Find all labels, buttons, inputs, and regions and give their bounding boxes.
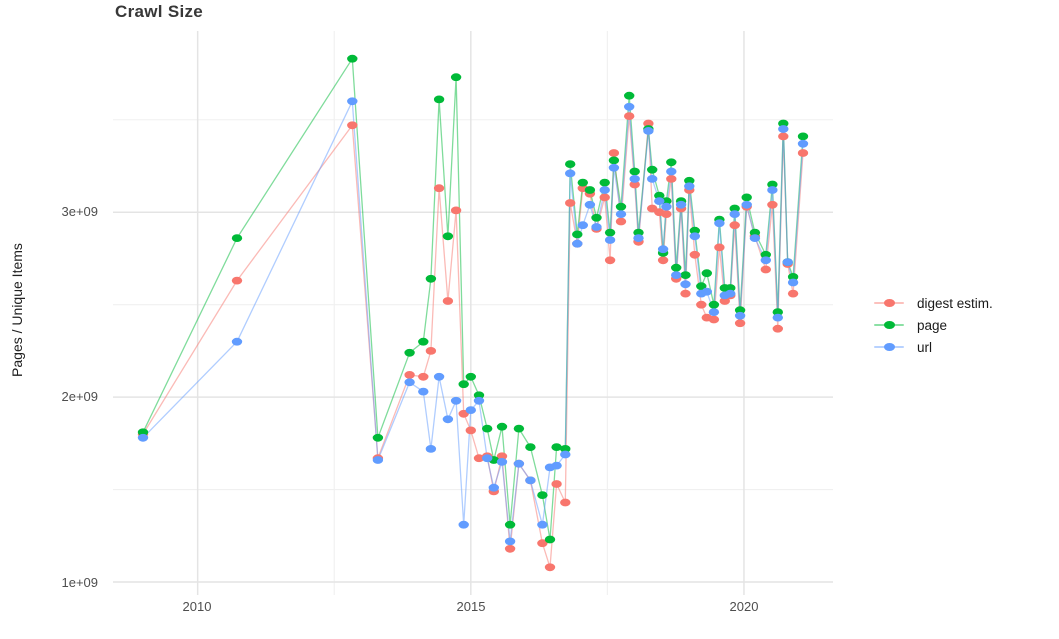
legend-item-digest: digest estim. bbox=[874, 292, 993, 314]
legend-key-url-icon bbox=[874, 336, 904, 358]
legend-label-url: url bbox=[917, 339, 933, 355]
legend-key-page-icon bbox=[874, 314, 904, 336]
chart-title: Crawl Size bbox=[115, 2, 204, 21]
legend-key-digest-icon bbox=[874, 292, 904, 314]
y-tick-3e09: 3e+09 bbox=[61, 204, 98, 219]
legend-item-page: page bbox=[874, 314, 993, 336]
y-tick-2e09: 2e+09 bbox=[61, 389, 98, 404]
legend-label-page: page bbox=[917, 317, 948, 333]
x-tick-2010: 2010 bbox=[182, 599, 212, 614]
legend-label-digest: digest estim. bbox=[917, 295, 993, 311]
legend: digest estim. page url bbox=[874, 292, 993, 358]
y-tick-1e09: 1e+09 bbox=[61, 575, 98, 590]
x-tick-2020: 2020 bbox=[729, 599, 759, 614]
x-tick-2015: 2015 bbox=[456, 599, 486, 614]
legend-item-url: url bbox=[874, 336, 993, 358]
y-axis-label: Pages / Unique Items bbox=[9, 243, 25, 377]
